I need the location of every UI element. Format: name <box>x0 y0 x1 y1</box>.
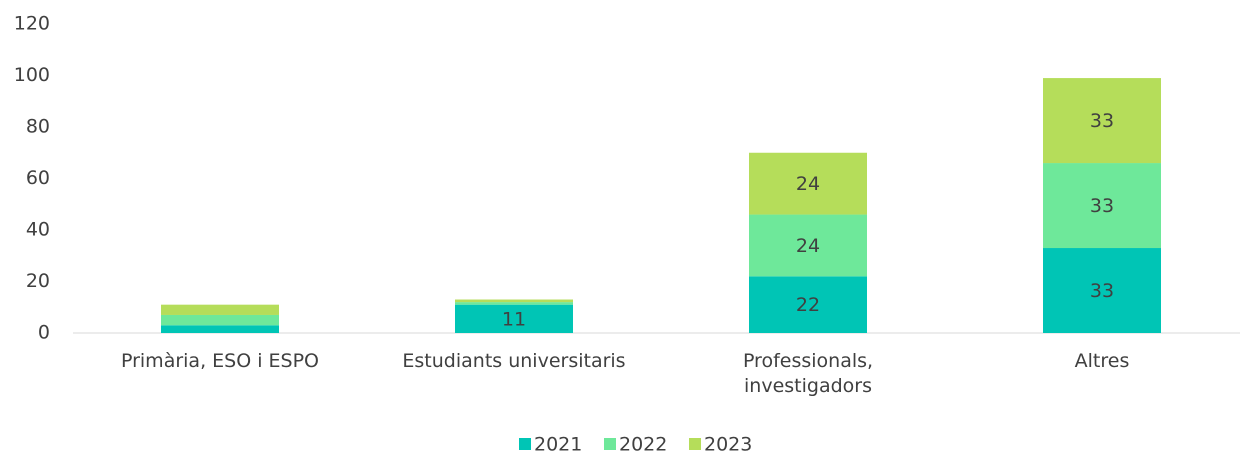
bar-segment <box>455 299 573 303</box>
legend-swatch <box>519 438 531 450</box>
x-tick-label: Primària, ESO i ESPO <box>120 350 320 372</box>
legend-label: 2023 <box>704 434 752 455</box>
legend-label: 2021 <box>534 434 582 455</box>
bar-segment <box>1043 163 1161 249</box>
data-label: 33 <box>1090 280 1114 302</box>
x-tick-label: Estudiants universitaris <box>402 350 626 372</box>
data-label: 11 <box>502 308 526 330</box>
bar-segment <box>455 302 573 305</box>
data-label: 33 <box>1090 195 1114 217</box>
bar-segment <box>455 304 573 333</box>
bar-segment <box>1043 248 1161 333</box>
x-tick-label: Professionals, investigadors <box>742 350 874 397</box>
data-label: 24 <box>796 173 820 195</box>
data-label: 24 <box>796 235 820 257</box>
bar-segment <box>161 304 279 315</box>
y-tick-label: 120 <box>14 13 50 35</box>
bar-segment <box>749 214 867 277</box>
y-tick-label: 80 <box>26 116 50 138</box>
legend-swatch <box>689 438 701 450</box>
x-tick-label: Altres <box>1074 350 1130 372</box>
y-tick-label: 60 <box>26 167 50 189</box>
legend-label: 2022 <box>619 434 667 455</box>
bar-segment <box>161 325 279 333</box>
y-tick-label: 40 <box>26 219 50 241</box>
bar-segment <box>161 314 279 326</box>
legend-swatch <box>604 438 616 450</box>
bar-segment <box>749 152 867 215</box>
bar-segment <box>1043 78 1161 164</box>
y-tick-label: 20 <box>26 270 50 292</box>
bar-segment <box>749 276 867 333</box>
y-tick-label: 0 <box>38 322 50 344</box>
data-label: 22 <box>796 294 820 316</box>
data-label: 33 <box>1090 110 1114 132</box>
y-tick-label: 100 <box>14 64 50 86</box>
